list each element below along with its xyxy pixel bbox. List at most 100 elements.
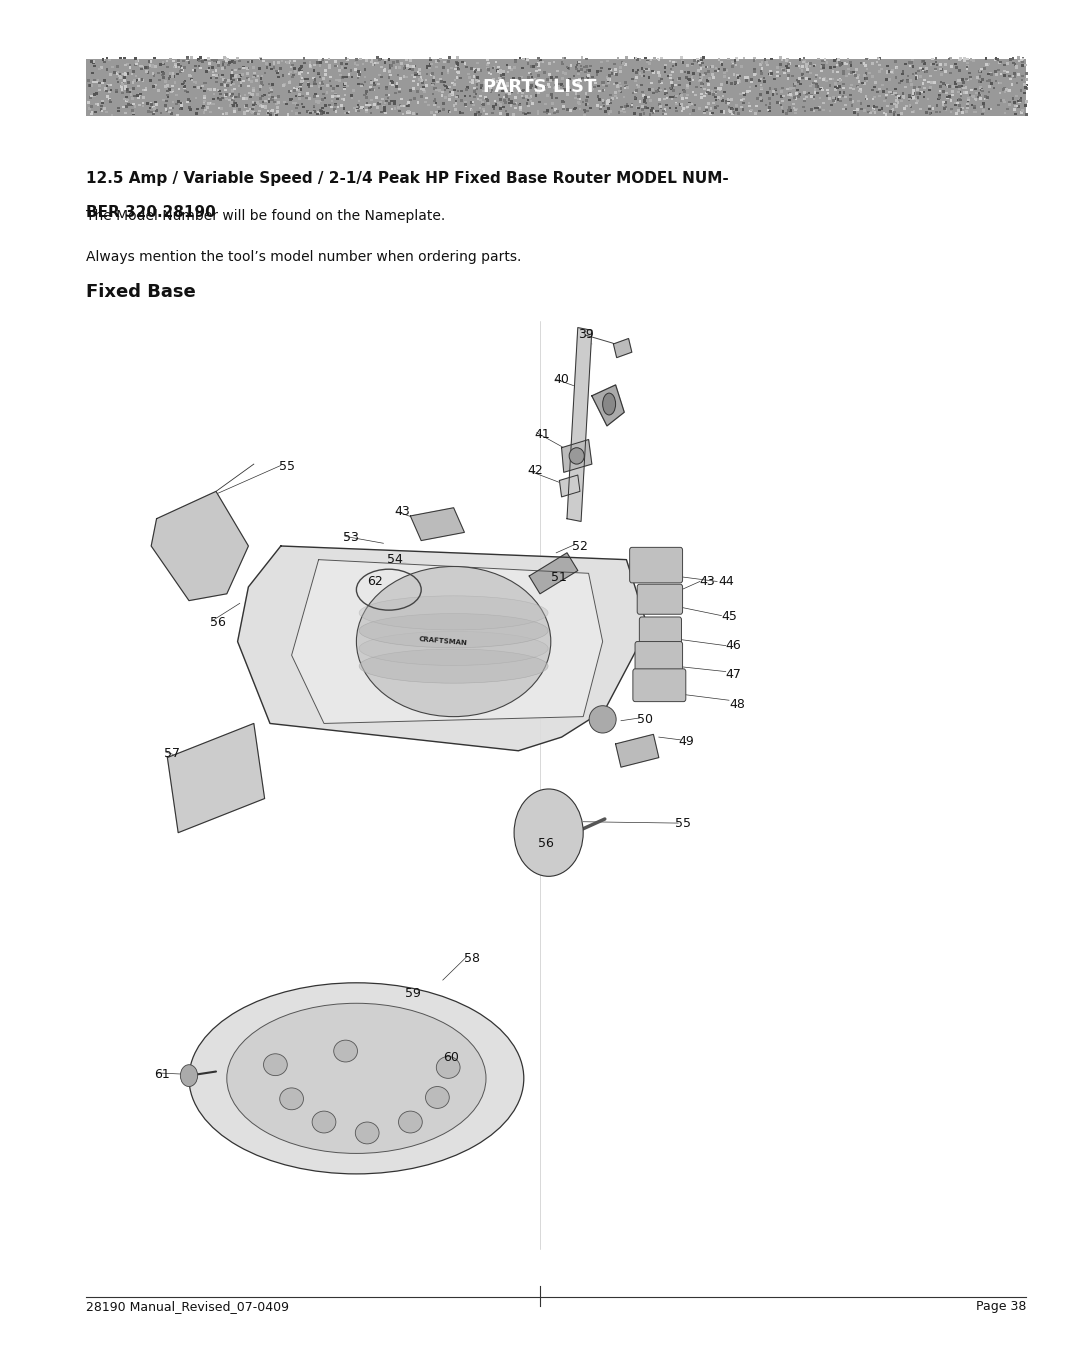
Bar (856, 85, 859, 87)
Bar (686, 64, 689, 67)
Bar (579, 108, 581, 111)
Bar (915, 75, 918, 78)
Bar (699, 74, 701, 76)
Bar (551, 97, 553, 98)
Bar (281, 60, 283, 61)
Bar (138, 93, 141, 96)
Bar (632, 91, 634, 94)
Bar (909, 79, 912, 82)
Bar (982, 102, 985, 105)
Bar (374, 78, 377, 81)
Bar (222, 60, 226, 63)
Bar (514, 85, 516, 86)
Bar (256, 93, 259, 96)
Bar (233, 83, 235, 86)
Bar (513, 67, 516, 68)
Bar (671, 87, 673, 90)
Bar (519, 106, 522, 109)
Bar (151, 72, 154, 75)
Bar (230, 101, 232, 104)
Bar (545, 112, 549, 113)
Bar (517, 89, 519, 90)
Bar (422, 86, 426, 89)
Bar (921, 68, 924, 71)
Bar (470, 108, 472, 111)
Bar (553, 87, 555, 89)
Bar (951, 90, 954, 93)
Bar (935, 104, 939, 106)
Bar (168, 89, 171, 90)
Bar (537, 75, 540, 76)
Bar (274, 102, 278, 105)
Bar (1025, 72, 1028, 75)
Bar (399, 104, 401, 106)
Bar (858, 90, 861, 93)
Bar (324, 70, 327, 71)
Bar (451, 82, 454, 85)
Bar (239, 78, 241, 81)
Bar (607, 101, 610, 104)
Bar (140, 64, 143, 67)
Bar (446, 86, 449, 89)
Bar (957, 91, 960, 93)
Bar (599, 108, 602, 111)
Bar (1022, 64, 1024, 67)
Bar (832, 78, 834, 81)
Bar (886, 71, 889, 72)
Bar (950, 66, 953, 68)
Bar (502, 74, 504, 75)
Bar (334, 94, 337, 97)
Bar (635, 57, 637, 59)
Bar (499, 98, 502, 101)
Bar (652, 71, 654, 74)
Bar (133, 79, 136, 82)
Bar (728, 109, 730, 112)
Bar (849, 61, 852, 64)
Bar (792, 102, 795, 105)
Bar (265, 105, 267, 106)
Bar (287, 61, 291, 64)
Bar (220, 75, 222, 78)
Bar (785, 64, 787, 67)
Bar (572, 75, 576, 76)
Bar (510, 101, 513, 104)
Bar (319, 82, 322, 85)
Bar (808, 91, 810, 94)
Bar (623, 86, 626, 89)
Bar (258, 109, 261, 112)
Bar (753, 68, 756, 71)
Bar (278, 61, 280, 64)
Bar (636, 106, 638, 109)
Bar (789, 109, 792, 112)
Bar (141, 79, 145, 82)
Bar (976, 96, 980, 98)
Bar (714, 70, 717, 72)
Bar (504, 111, 508, 112)
Bar (843, 104, 847, 106)
Bar (840, 63, 843, 64)
Bar (471, 109, 473, 111)
Bar (578, 60, 581, 63)
Bar (798, 66, 801, 68)
Bar (386, 100, 388, 102)
Bar (534, 87, 537, 90)
Bar (779, 63, 781, 66)
Bar (755, 85, 757, 87)
Bar (514, 60, 517, 63)
Bar (613, 63, 616, 66)
Bar (548, 83, 550, 86)
Bar (394, 85, 397, 87)
Bar (669, 106, 672, 109)
Bar (487, 71, 490, 74)
Bar (190, 78, 193, 81)
Bar (389, 66, 391, 68)
Bar (246, 76, 249, 79)
Bar (912, 96, 915, 97)
Bar (548, 112, 551, 115)
Bar (495, 60, 498, 63)
Bar (678, 83, 681, 86)
Bar (669, 87, 672, 89)
Bar (908, 104, 912, 106)
Bar (166, 91, 168, 94)
Bar (212, 71, 214, 74)
